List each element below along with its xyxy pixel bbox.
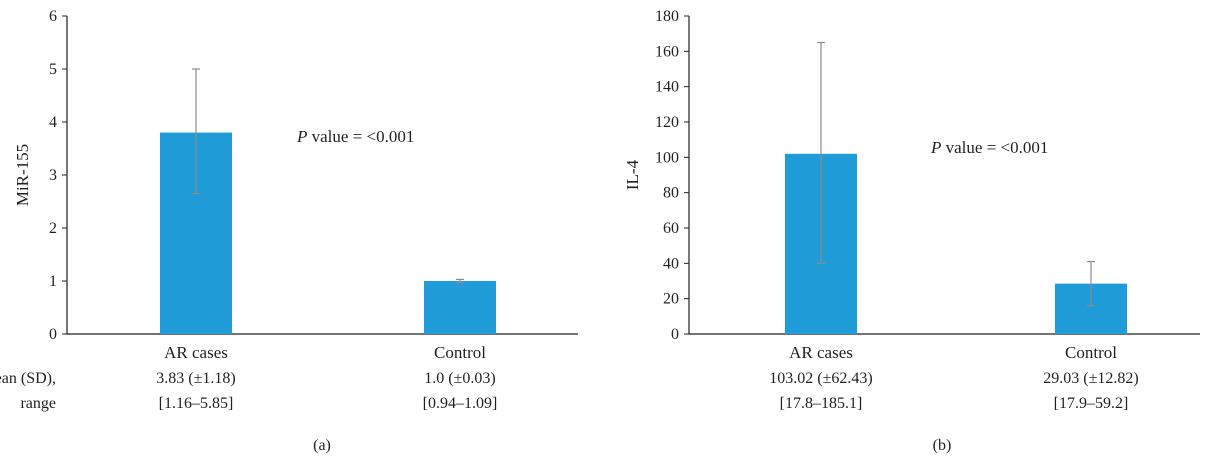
category-label: Control	[434, 343, 486, 362]
y-tick-label: 180	[655, 8, 679, 25]
error-bar	[1087, 260, 1095, 307]
y-tick-label: 120	[655, 114, 679, 131]
error-bar	[817, 41, 825, 264]
row-label-range: range	[20, 395, 56, 412]
error-bar	[456, 278, 464, 284]
y-axis-title: MiR-155	[13, 144, 32, 206]
y-tick-label: 5	[49, 61, 57, 78]
y-tick-label: 6	[49, 8, 57, 25]
y-tick-label: 100	[655, 149, 679, 166]
range-label: [0.94–1.09]	[423, 395, 498, 412]
p-value-text: value = <0.001	[307, 127, 414, 146]
y-tick-label: 2	[49, 220, 57, 237]
p-value-text: value = <0.001	[941, 138, 1048, 157]
category-label: Control	[1065, 343, 1117, 362]
y-tick-label: 1	[49, 273, 57, 290]
panel-a-chart: 0 1 2 3 4 5 6 MiR-155 AR cases 3.83 (±1.18) [1.16–…	[0, 8, 578, 454]
y-tick-label: 160	[655, 43, 679, 60]
row-label-mean-sd: Mean (SD),	[0, 370, 56, 387]
y-tick-label: 4	[49, 114, 57, 131]
error-bar	[192, 68, 200, 195]
mean-sd-label: 29.03 (±12.82)	[1043, 370, 1138, 387]
y-tick-label: 0	[49, 326, 57, 343]
bar-control	[424, 281, 496, 334]
y-tick-label: 140	[655, 79, 679, 96]
range-label: [17.8–185.1]	[780, 395, 863, 412]
panel-label: (b)	[933, 437, 952, 454]
range-label: [1.16–5.85]	[159, 395, 234, 412]
p-value-annotation: P value = <0.001	[296, 127, 414, 146]
y-tick-label: 40	[663, 255, 679, 272]
p-value-italic: P	[296, 127, 307, 146]
p-value-annotation: P value = <0.001	[930, 138, 1048, 157]
range-label: [17.9–59.2]	[1054, 395, 1129, 412]
mean-sd-label: 3.83 (±1.18)	[156, 370, 235, 387]
y-axis-title: IL-4	[623, 159, 642, 190]
panel-b-chart: 0 20 40 60 80 100 120 140 160 180 IL-4 AR cases 103.…	[623, 8, 1200, 454]
p-value-italic: P	[930, 138, 941, 157]
category-label: AR cases	[164, 343, 228, 362]
mean-sd-label: 103.02 (±62.43)	[769, 370, 872, 387]
y-tick-label: 3	[49, 167, 57, 184]
y-tick-label: 60	[663, 220, 679, 237]
panel-label: (a)	[313, 437, 331, 454]
y-tick-label: 80	[663, 185, 679, 202]
y-tick-label: 0	[671, 326, 679, 343]
category-label: AR cases	[789, 343, 853, 362]
y-tick-label: 20	[663, 291, 679, 308]
mean-sd-label: 1.0 (±0.03)	[424, 370, 495, 387]
